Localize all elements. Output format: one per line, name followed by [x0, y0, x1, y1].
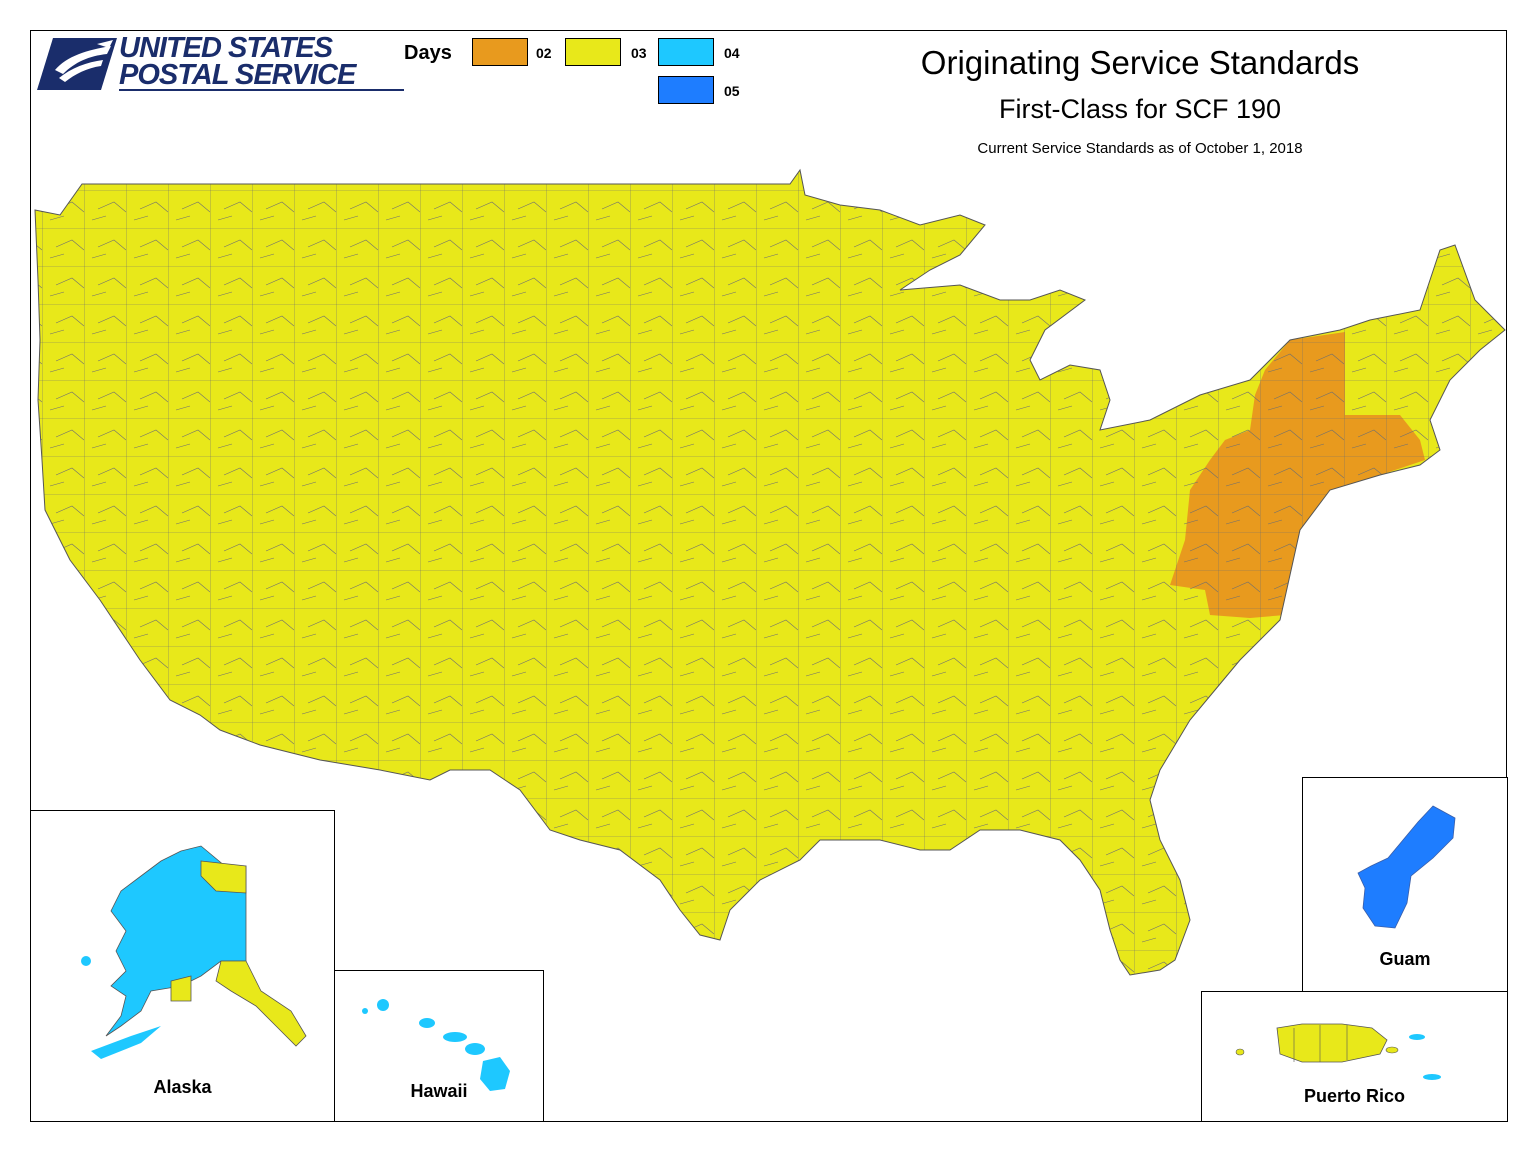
legend-label-02: 02: [536, 45, 552, 61]
hawaii-shape: [362, 999, 510, 1091]
inset-label-puerto-rico: Puerto Rico: [1303, 1086, 1405, 1106]
map-title: Originating Service Standards: [920, 44, 1360, 81]
legend-label-03: 03: [631, 45, 647, 61]
legend-label-05: 05: [724, 83, 740, 99]
map-note: Current Service Standards as of October …: [977, 140, 1303, 157]
map-subtitle: First-Class for SCF 190: [998, 94, 1282, 124]
logo-text-line1: UNITED STATES: [119, 32, 333, 64]
legend-title: Days: [404, 42, 452, 64]
inset-label-guam: Guam: [1379, 949, 1431, 969]
inset-label-alaska: Alaska: [153, 1077, 212, 1097]
inset-alaska: Alaska: [30, 810, 335, 1122]
legend-swatch-02: [472, 38, 528, 66]
usps-logo: UNITED STATES POSTAL SERVICE: [37, 32, 404, 92]
logo-rule: [119, 89, 404, 91]
eagle-icon: [37, 38, 117, 90]
legend-swatch-05: [658, 76, 714, 104]
alaska-shape: [81, 845, 307, 1059]
inset-hawaii: Hawaii: [334, 970, 544, 1122]
inset-label-hawaii: Hawaii: [410, 1081, 468, 1101]
puerto-rico-shape: [1235, 1023, 1441, 1080]
legend-swatch-04: [658, 38, 714, 66]
legend-swatch-03: [565, 38, 621, 66]
guam-shape: [1357, 805, 1456, 929]
inset-guam: Guam: [1302, 777, 1508, 992]
contiguous-us-map: [34, 169, 1506, 976]
logo-text-line2: POSTAL SERVICE: [119, 59, 356, 91]
legend-label-04: 04: [724, 45, 740, 61]
inset-puerto-rico: Puerto Rico: [1201, 991, 1508, 1122]
